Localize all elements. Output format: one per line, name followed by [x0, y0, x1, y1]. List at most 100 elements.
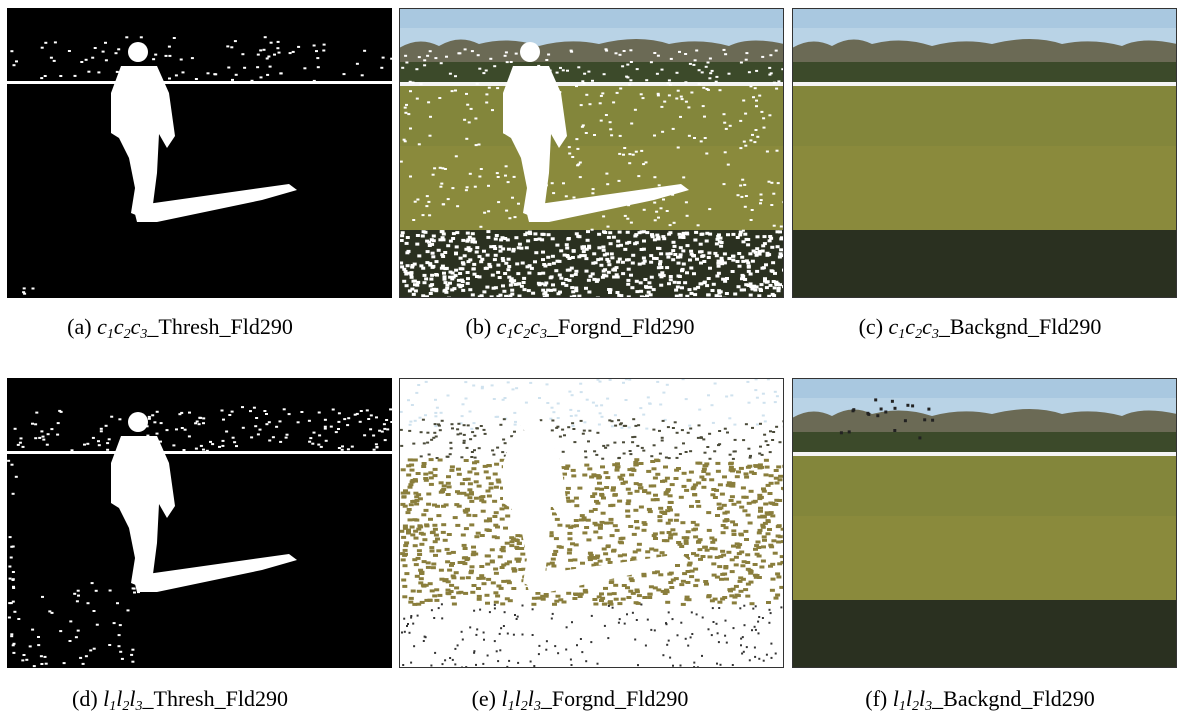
speckle: [625, 258, 629, 261]
speckle: [297, 421, 300, 423]
speckle: [413, 544, 418, 547]
speckle: [406, 625, 408, 627]
speckle: [440, 490, 445, 493]
speckle: [731, 270, 735, 273]
speckle: [619, 54, 622, 56]
speckle: [454, 571, 459, 574]
speckle: [720, 257, 724, 260]
speckle: [408, 518, 413, 521]
speckle: [680, 96, 683, 98]
speckle: [667, 426, 670, 428]
speckle: [455, 524, 460, 527]
speckle: [570, 500, 575, 503]
speckle: [265, 423, 268, 425]
speckle: [705, 240, 709, 243]
speckle: [662, 420, 665, 422]
speckle: [436, 407, 439, 409]
speckle: [492, 515, 497, 518]
speckle: [727, 164, 730, 166]
speckle: [509, 284, 513, 287]
speckle: [426, 566, 431, 569]
speckle: [626, 488, 631, 491]
speckle: [421, 267, 425, 270]
speckle: [618, 180, 621, 182]
speckle: [485, 93, 488, 95]
speckle: [748, 402, 751, 404]
speckle: [690, 570, 695, 573]
speckle: [438, 97, 441, 99]
speckle: [766, 601, 771, 604]
speckle: [645, 645, 647, 647]
speckle: [402, 664, 404, 666]
speckle: [689, 505, 694, 508]
speckle: [118, 634, 121, 636]
speckle: [410, 617, 412, 619]
symbol-index: 2: [912, 699, 919, 714]
speckle: [615, 469, 620, 472]
speckle: [689, 428, 692, 430]
speckle: [763, 503, 768, 506]
speckle: [496, 447, 499, 449]
speckle: [664, 589, 669, 592]
speckle: [702, 87, 705, 89]
speckle: [510, 61, 513, 63]
speckle: [773, 225, 776, 227]
speckle: [505, 597, 510, 600]
speckle: [499, 587, 504, 590]
speckle: [423, 442, 426, 444]
speckle: [500, 566, 505, 569]
speckle: [677, 634, 679, 636]
speckle: [736, 594, 741, 597]
speckle: [739, 185, 742, 187]
speckle: [559, 436, 562, 438]
speckle: [527, 272, 531, 275]
speckle: [574, 524, 579, 527]
speckle: [653, 477, 658, 480]
speckle: [731, 588, 736, 591]
speckle: [642, 257, 646, 260]
speckle: [552, 192, 555, 194]
speckle: [715, 462, 720, 465]
speckle: [698, 409, 701, 411]
speckle: [447, 198, 450, 200]
speckle: [665, 509, 670, 512]
speckle: [372, 435, 375, 437]
speckle: [118, 645, 121, 647]
speckle: [568, 391, 571, 393]
speckle: [649, 261, 653, 264]
speckle: [471, 467, 476, 470]
speckle: [419, 532, 424, 535]
speckle: [649, 403, 652, 405]
speckle: [761, 267, 765, 270]
speckle: [760, 111, 763, 113]
speckle: [431, 255, 435, 258]
speckle: [738, 233, 742, 236]
speckle: [429, 135, 432, 137]
speckle: [467, 471, 472, 474]
speckle: [674, 519, 679, 522]
speckle: [775, 653, 777, 655]
speckle: [401, 536, 406, 539]
speckle: [672, 427, 675, 429]
speckle: [743, 651, 745, 653]
speckle: [616, 260, 620, 263]
speckle: [759, 288, 763, 291]
speckle: [491, 384, 494, 386]
speckle: [231, 79, 234, 81]
speckle: [413, 645, 415, 647]
symbol-letter: c: [530, 314, 540, 339]
speckle: [480, 495, 485, 498]
speckle: [538, 653, 540, 655]
horizon-line: [399, 82, 784, 86]
speckle: [667, 82, 670, 84]
speckle: [626, 279, 630, 282]
speckle: [551, 255, 555, 258]
speckle: [707, 256, 711, 259]
speckle: [606, 398, 609, 400]
speckle: [446, 475, 451, 478]
speckle: [496, 172, 499, 174]
speckle: [547, 54, 550, 56]
speckle: [595, 280, 599, 283]
speckle: [44, 42, 47, 44]
speckle: [431, 252, 435, 255]
